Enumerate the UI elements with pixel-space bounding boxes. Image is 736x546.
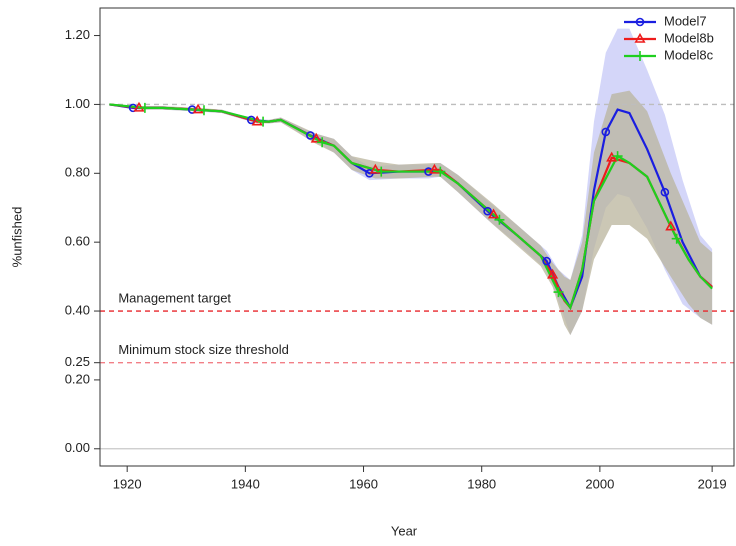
series-line [109,103,713,310]
marker [553,287,564,298]
x-tick-label: 2000 [585,476,614,491]
marker [487,208,500,219]
marker [369,163,381,174]
legend-marker [635,51,645,61]
x-tick-label: 1960 [349,476,378,491]
legend-label: Model8b [664,30,714,45]
y-tick-label: 0.25 [65,354,90,369]
reference-label: Minimum stock size threshold [118,342,289,357]
marker [428,163,440,174]
marker [483,206,492,216]
x-axis-label: Year [391,523,418,538]
marker [435,166,446,177]
plot-frame [99,7,735,467]
y-tick-label: 0.40 [65,302,90,317]
marker [192,103,204,114]
marker [660,187,670,197]
marker [612,151,623,162]
marker [198,105,209,116]
marker [310,132,322,143]
reference-label: Management target [118,290,231,305]
marker [542,256,551,266]
confidence-band [109,90,713,336]
x-tick-label: 1920 [113,476,142,491]
y-axis-label: %unfished [9,207,24,268]
marker [139,102,150,113]
marker [665,220,677,231]
y-tick-label: 0.20 [65,371,90,386]
marker [606,151,618,162]
marker [317,137,328,148]
x-tick-label: 2019 [698,476,727,491]
marker [601,127,611,137]
marker [494,214,505,225]
y-tick-label: 0.60 [65,234,90,249]
legend-marker [635,17,645,27]
marker [258,116,269,127]
legend-label: Model8c [664,47,714,62]
x-tick-label: 1940 [231,476,260,491]
y-tick-label: 1.00 [65,96,90,111]
x-tick-label: 1980 [467,476,496,491]
legend-marker [634,32,646,43]
y-tick-label: 1.20 [65,27,90,42]
marker [306,131,315,140]
legend-label: Model7 [664,13,707,28]
marker [376,166,387,177]
marker [424,167,433,176]
marker [547,268,559,279]
plot-area [100,28,734,450]
marker [671,233,682,244]
y-tick-label: 0.00 [65,440,90,455]
y-tick-label: 0.80 [65,165,90,180]
